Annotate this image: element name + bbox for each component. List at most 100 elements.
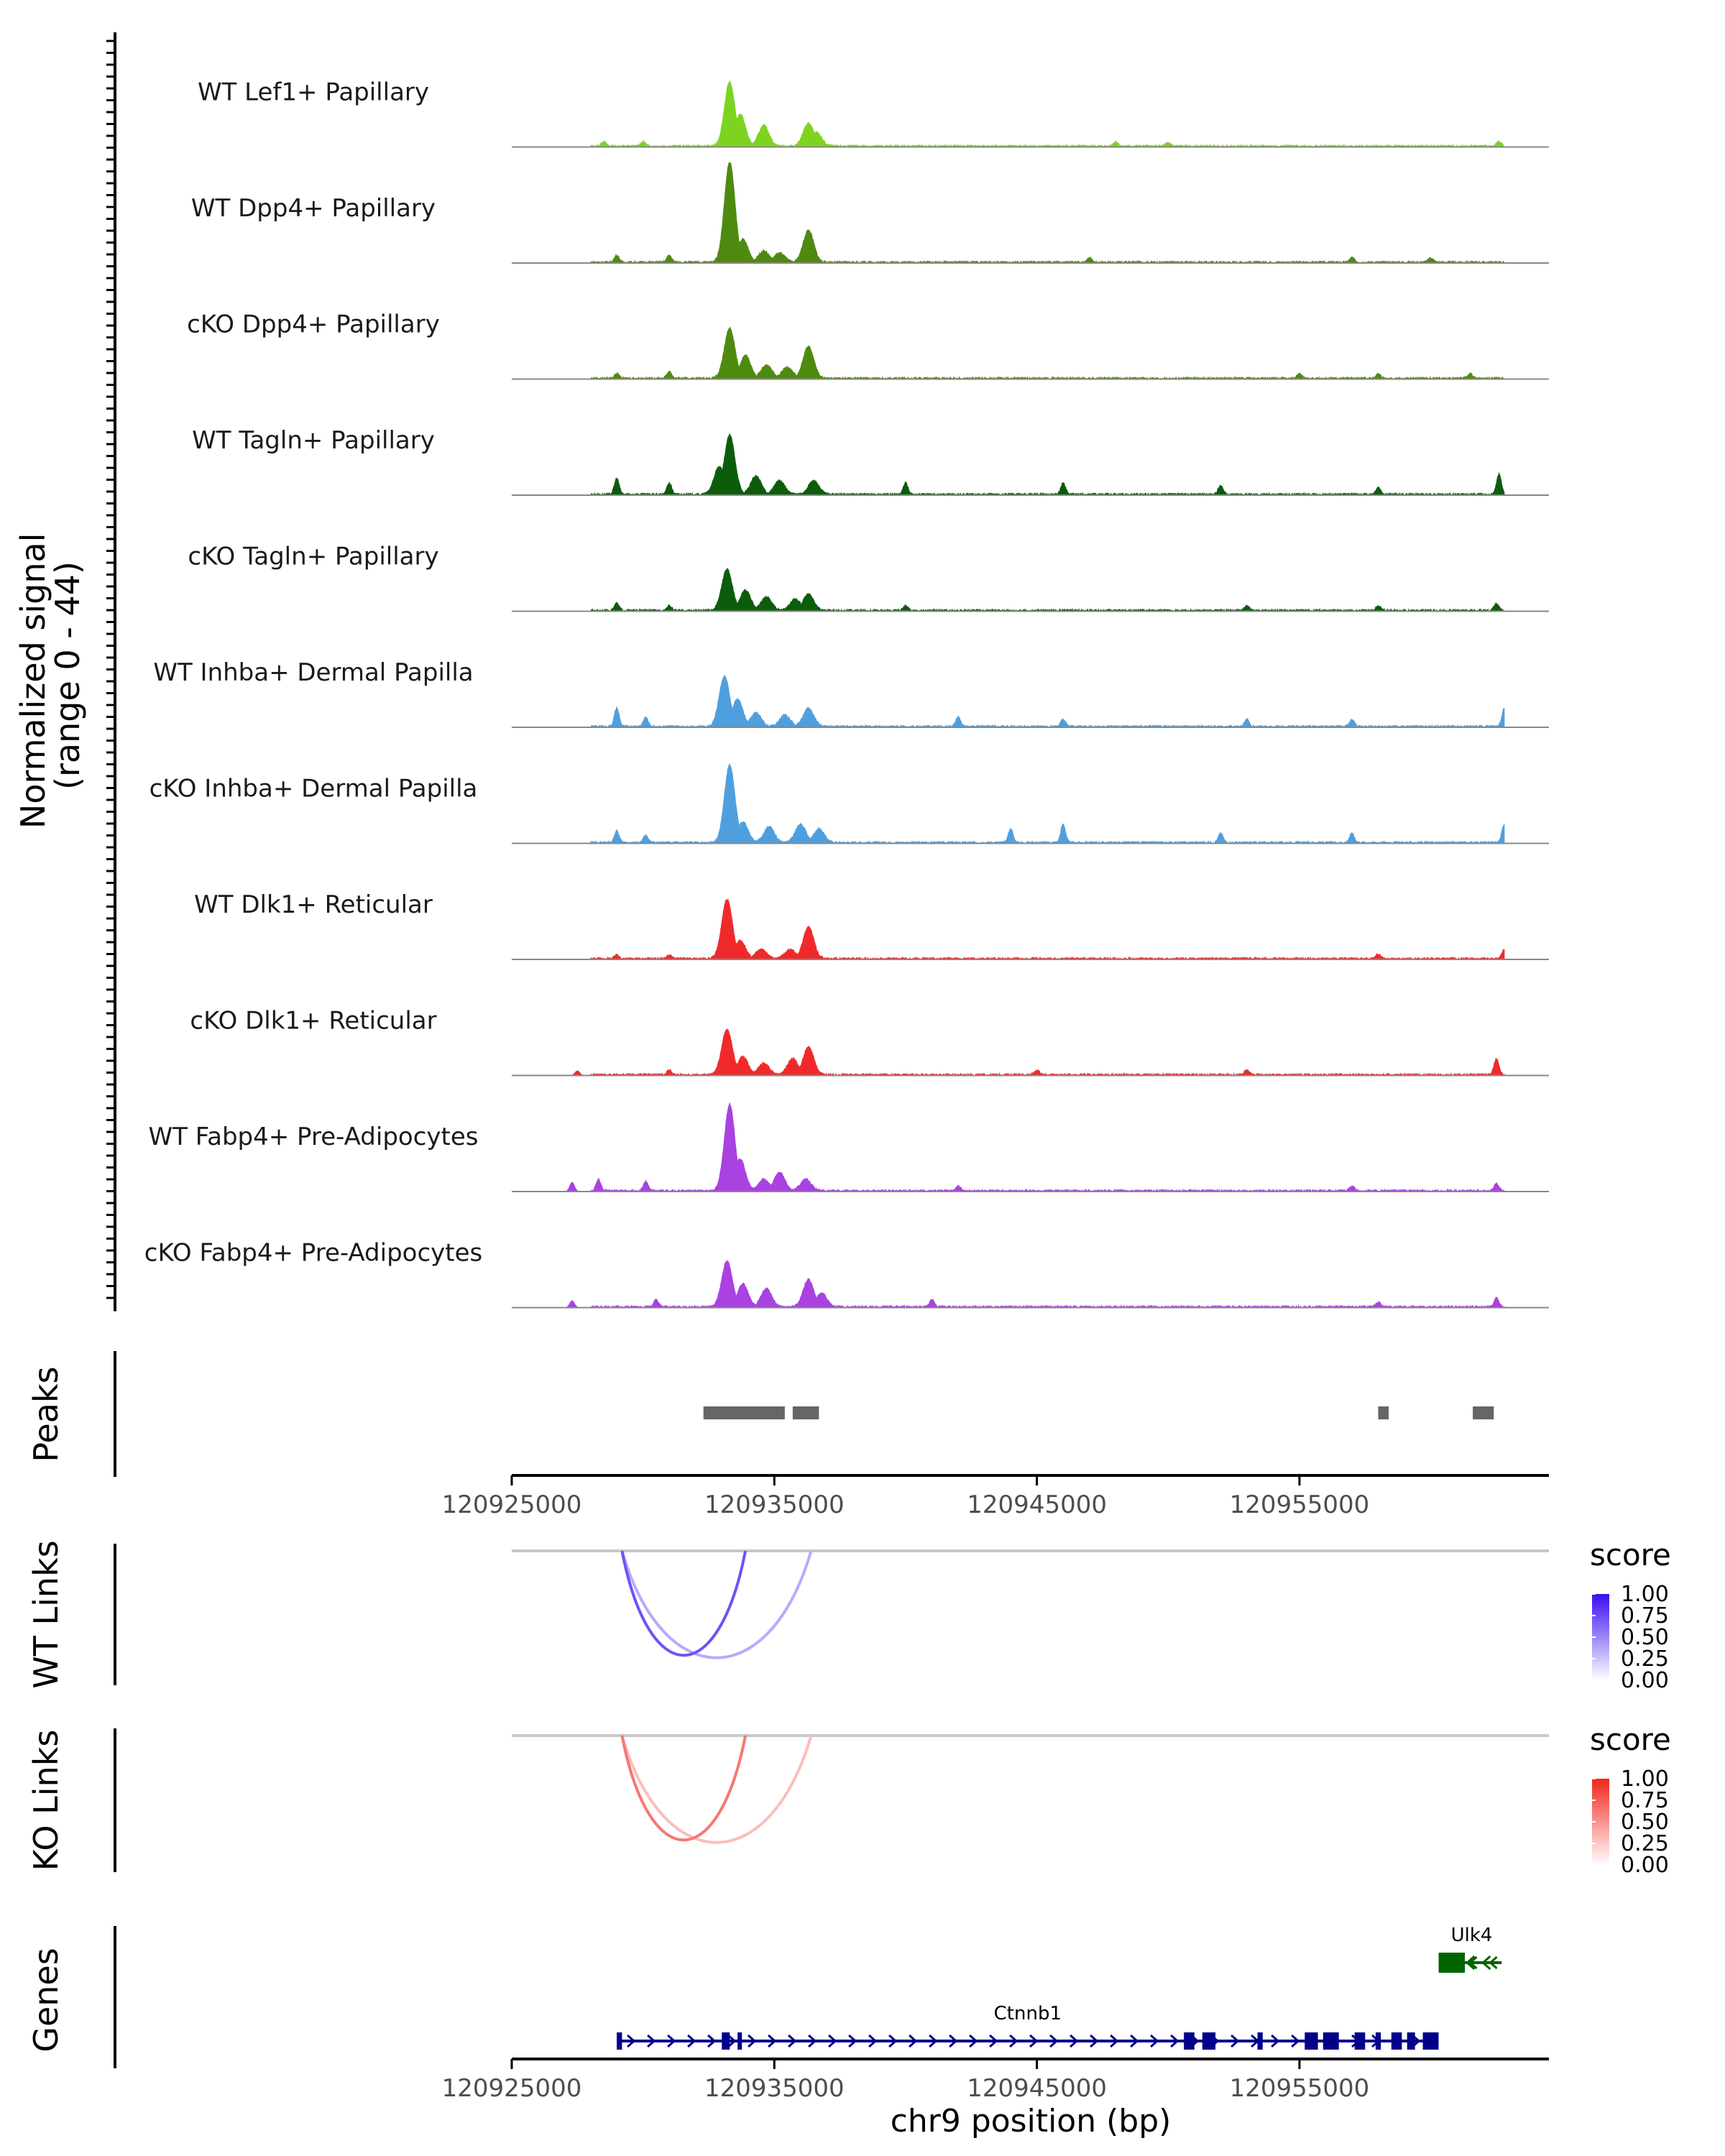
x-axis-bottom: 120925000 120935000 120945000 120955000 (442, 2058, 1549, 2103)
coverage-track: WT Lef1+ Papillary (198, 78, 1549, 149)
coverage-y-axis-title-line1: Normalized signal (14, 533, 52, 829)
peak-region (703, 1406, 785, 1419)
links-track-label: KO Links (27, 1730, 65, 1871)
gene-exon (1438, 1953, 1466, 1973)
coverage-track: WT Dpp4+ Papillary (191, 162, 1549, 264)
x-axis-tick-label: 120955000 (1230, 1491, 1370, 1519)
coverage-track-label: cKO Tagln+ Papillary (188, 543, 438, 571)
gene-strand-chevron (748, 2034, 757, 2048)
links-legend-tick-label: 1.00 (1621, 1582, 1669, 1607)
peak-region (1473, 1406, 1494, 1419)
gene-strand-chevron (828, 2034, 837, 2048)
link-arc (620, 1735, 813, 1844)
x-axis-tick-label: 120945000 (967, 1491, 1107, 1519)
gene-strand-chevron (1468, 1955, 1478, 1970)
gene-exon (1184, 2032, 1195, 2050)
gene-strand-chevron (1489, 1955, 1498, 1970)
gene-exon (1322, 2032, 1339, 2050)
coverage-track: WT Inhba+ Dermal Papilla (153, 658, 1549, 729)
gene-strand-chevron (908, 2034, 918, 2048)
coverage-tracks: WT Lef1+ Papillary WT Dpp4+ Papillary cKO … (144, 78, 1549, 1309)
gene-strand-chevron (1130, 2034, 1139, 2048)
gene-strand-chevron (1049, 2034, 1059, 2048)
coverage-signal-area (538, 1028, 1505, 1077)
gene-exon (1422, 2032, 1439, 2050)
coverage-track-label: cKO Fabp4+ Pre-Adipocytes (144, 1239, 483, 1268)
gene-strand-chevron (1029, 2034, 1039, 2048)
x-axis-tick-label: 120945000 (967, 2074, 1107, 2103)
gene-models: Ctnnb1 Ulk4 (617, 1925, 1502, 2050)
gene-exon (1407, 2032, 1415, 2050)
gene-name-label: Ctnnb1 (994, 2003, 1062, 2024)
peaks-panel: Peaks (27, 1351, 1494, 1477)
gene-strand-chevron (888, 2034, 898, 2048)
x-axis-tick-label: 120935000 (704, 1491, 845, 1519)
peak-region (792, 1406, 819, 1419)
gene-strand-chevron (808, 2034, 817, 2048)
links-legend-tick-label: 0.75 (1621, 1788, 1669, 1813)
coverage-track-label: WT Inhba+ Dermal Papilla (153, 658, 473, 687)
gene-strand-chevron (868, 2034, 878, 2048)
gene-strand-chevron (1170, 2034, 1179, 2048)
x-axis-tick-label: 120925000 (442, 1491, 582, 1519)
gene-model: Ctnnb1 (617, 2003, 1439, 2050)
gene-strand-chevron (1466, 1955, 1476, 1971)
coverage-track: cKO Inhba+ Dermal Papilla (150, 763, 1549, 845)
links-legend-title: score (1590, 1722, 1671, 1757)
link-arc (620, 1550, 813, 1659)
links-legend-tick-label: 0.25 (1621, 1831, 1669, 1856)
gene-strand-chevron (768, 2034, 777, 2048)
links-legend-tick-label: 0.50 (1621, 1810, 1669, 1835)
links-legend-tick-label: 0.50 (1621, 1625, 1669, 1650)
link-arc (620, 1735, 748, 1842)
gene-strand-chevron (1230, 2034, 1240, 2048)
gene-strand-chevron (929, 2034, 938, 2048)
gene-exon (1354, 2032, 1366, 2050)
coverage-panel: Normalized signal (range 0 - 44) WT Lef1… (14, 32, 1549, 1312)
gene-exon (1375, 2032, 1381, 2050)
links-legend-tick-label: 0.00 (1621, 1668, 1669, 1693)
genes-track-label: Genes (27, 1948, 65, 2052)
coverage-y-axis-title-line2: (range 0 - 44) (48, 561, 87, 790)
coverage-track: cKO Tagln+ Papillary (188, 543, 1549, 613)
links-track-label: WT Links (27, 1540, 65, 1688)
gene-strand-chevron (848, 2034, 857, 2048)
gene-exon (617, 2032, 622, 2050)
gene-strand-chevron (1090, 2034, 1099, 2048)
x-axis-title: chr9 position (bp) (891, 2103, 1172, 2139)
gene-strand-chevron (1150, 2034, 1159, 2048)
gene-strand-chevron (1070, 2034, 1079, 2048)
gene-strand-chevron (969, 2034, 978, 2048)
coverage-track-label: WT Tagln+ Papillary (192, 426, 435, 455)
gene-exon (1257, 2032, 1263, 2050)
coverage-track: WT Dlk1+ Reticular (194, 890, 1549, 961)
gene-exon (1391, 2032, 1402, 2050)
gene-strand-chevron (949, 2034, 958, 2048)
gene-strand-chevron (667, 2034, 676, 2048)
gene-strand-chevron (1009, 2034, 1018, 2048)
x-axis-tick-label: 120925000 (442, 2074, 582, 2103)
gene-strand-chevron (1110, 2034, 1119, 2048)
gene-model: Ulk4 (1438, 1925, 1502, 1973)
gene-strand-chevron (989, 2034, 998, 2048)
gene-name-label: Ulk4 (1451, 1925, 1493, 1946)
gene-exon (722, 2032, 730, 2050)
links-panel: WT Links score 1.000.750.500.250.00 (27, 1537, 1671, 1693)
coverage-track-label: cKO Dlk1+ Reticular (190, 1007, 436, 1036)
links-legend-tick-label: 1.00 (1621, 1766, 1669, 1792)
x-axis-tick-label: 120955000 (1230, 2074, 1370, 2103)
coverage-track: cKO Fabp4+ Pre-Adipocytes (144, 1239, 1549, 1309)
peaks-track-label: Peaks (27, 1366, 65, 1462)
gene-strand-chevron (627, 2034, 636, 2048)
gene-strand-chevron (647, 2034, 656, 2048)
gene-exon (1202, 2032, 1216, 2050)
links-legend-tick-label: 0.75 (1621, 1603, 1669, 1628)
links-legend-tick-label: 0.00 (1621, 1853, 1669, 1878)
gene-strand-chevron (788, 2034, 797, 2048)
coverage-track-label: cKO Dpp4+ Papillary (187, 310, 440, 339)
coverage-track: cKO Dlk1+ Reticular (190, 1007, 1549, 1077)
links-legend-tick-label: 0.25 (1621, 1646, 1669, 1672)
gene-strand-chevron (727, 2034, 737, 2048)
gene-strand-chevron (707, 2034, 717, 2048)
